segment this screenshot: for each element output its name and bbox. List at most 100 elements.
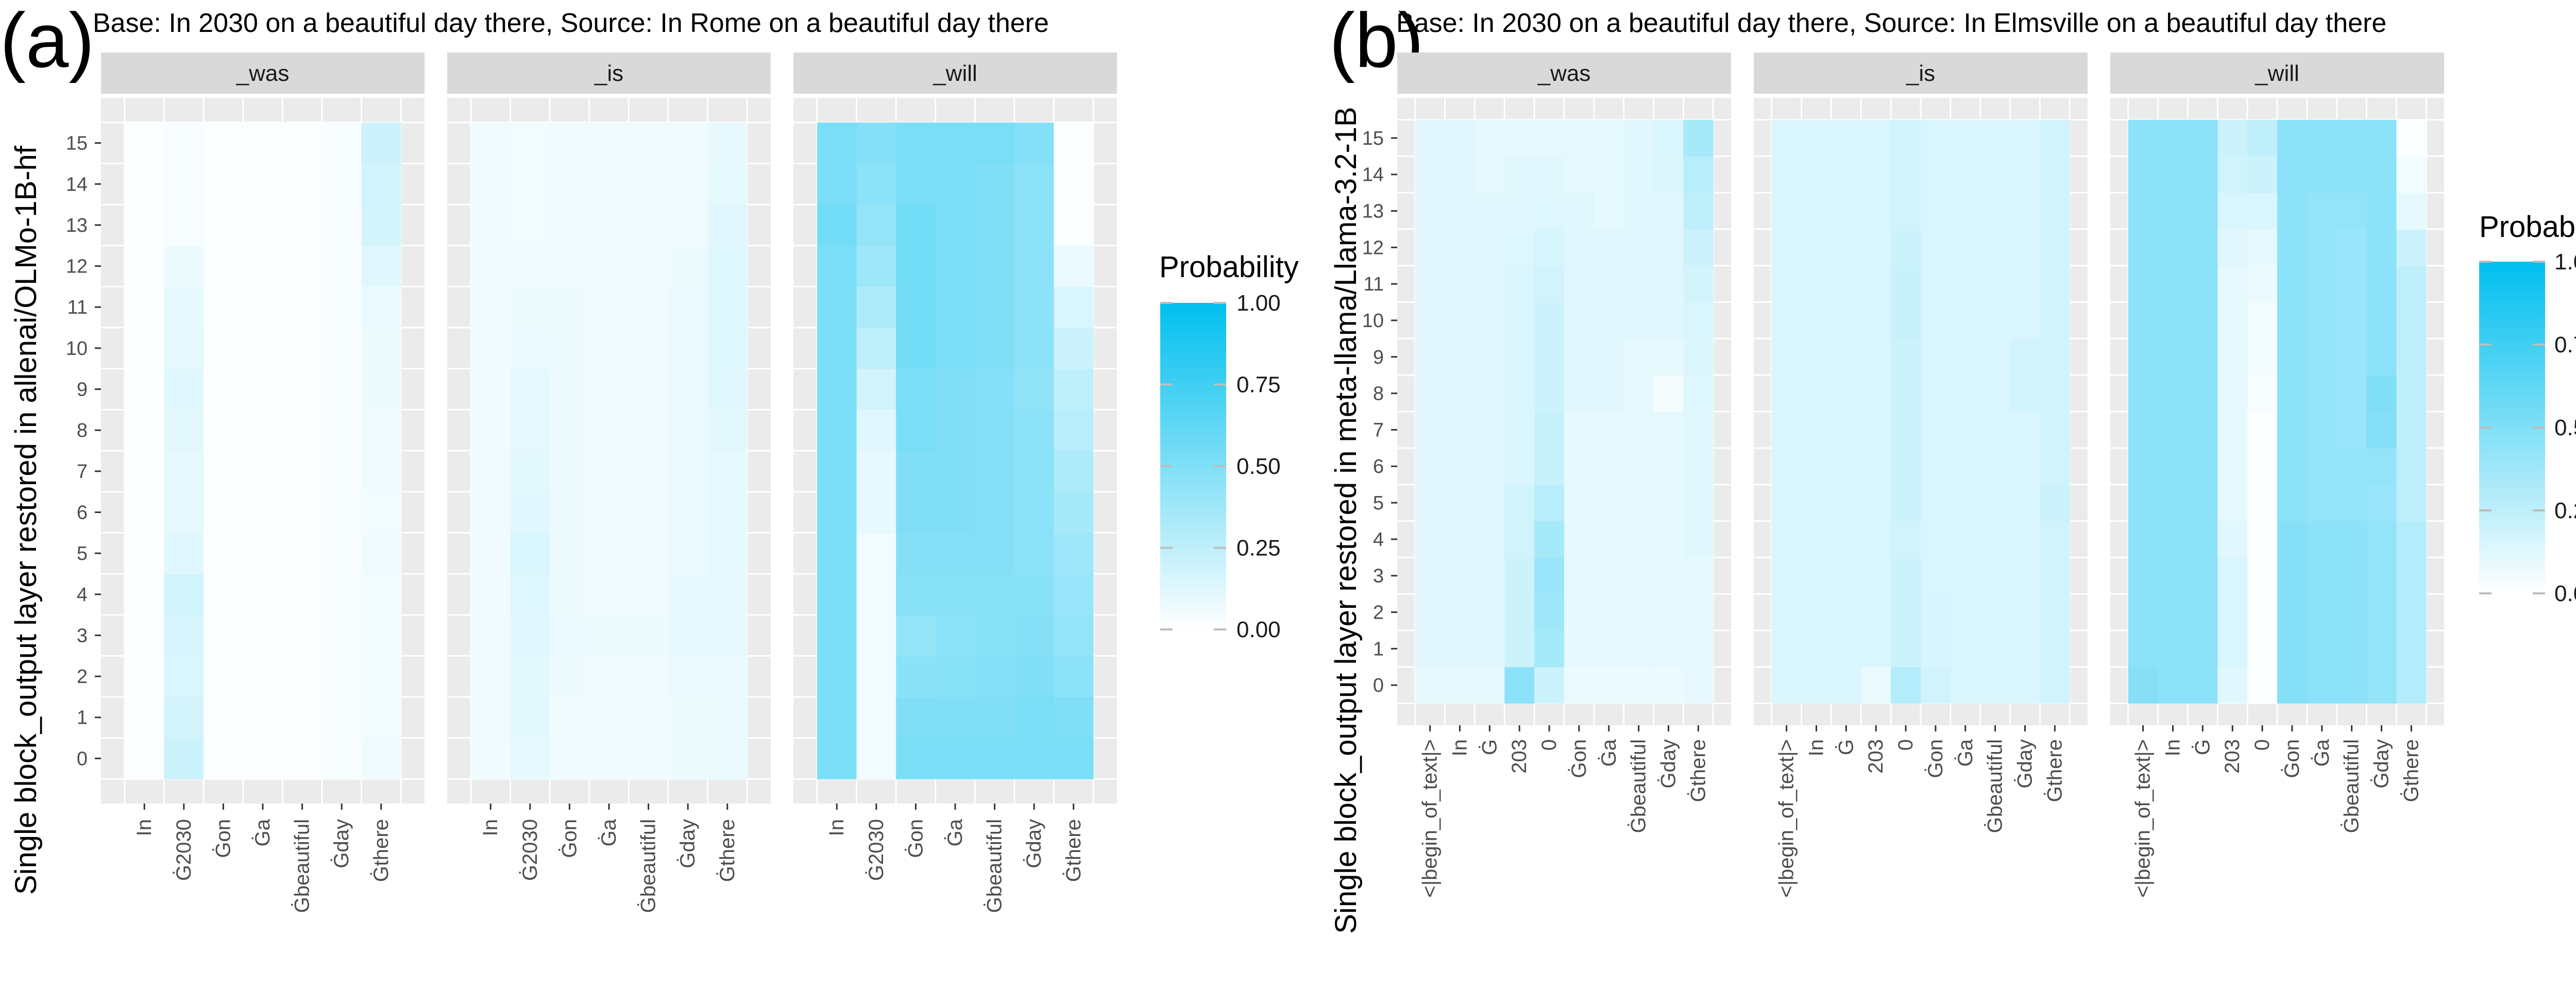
heatmap-cell — [1980, 557, 2011, 594]
x-tick-label: Ġon — [1567, 739, 1590, 778]
heatmap-cell — [1950, 521, 1981, 558]
heatmap-cell — [2247, 484, 2278, 522]
heatmap-cell — [589, 368, 629, 410]
heatmap-cell — [1683, 484, 1714, 522]
heatmap-cell — [2336, 338, 2367, 376]
heatmap-cell — [1831, 557, 1861, 594]
heatmap-cell — [282, 696, 323, 739]
heatmap-cell — [935, 245, 975, 287]
y-tick-label: 2 — [77, 666, 88, 688]
heatmap-cell — [2010, 521, 2041, 558]
heatmap-cell — [975, 122, 1015, 164]
heatmap-cell — [935, 286, 975, 328]
heatmap-cell — [321, 451, 362, 492]
heatmap-cell — [1014, 368, 1055, 410]
heatmap-cell — [1950, 667, 1981, 704]
heatmap-cell — [1504, 193, 1535, 230]
heatmap-cell — [2277, 302, 2308, 339]
heatmap-cell — [1054, 491, 1094, 533]
heatmap-cell — [896, 451, 936, 492]
legend-gradient-step — [2479, 499, 2545, 506]
heatmap-cell — [164, 573, 204, 616]
heatmap-cell — [282, 122, 323, 164]
heatmap-cell — [2188, 521, 2218, 558]
heatmap-cell — [1653, 302, 1684, 339]
heatmap-cell — [1014, 656, 1055, 697]
heatmap-cell — [817, 368, 857, 410]
heatmap-cell — [589, 163, 629, 205]
heatmap-cell — [629, 245, 669, 287]
heatmap-cell — [1683, 630, 1714, 668]
heatmap-cell — [1831, 120, 1861, 157]
heatmap-cell — [1653, 193, 1684, 230]
heatmap-cell — [1564, 302, 1595, 339]
heatmap-cell — [2188, 193, 2218, 230]
heatmap-cell — [1475, 229, 1505, 266]
legend-gradient-step — [2479, 516, 2545, 522]
heatmap-cell — [1564, 156, 1595, 193]
heatmap-cell — [1950, 265, 1981, 303]
heatmap-cell — [1801, 557, 1832, 594]
x-tick-label: Ġa — [2310, 739, 2333, 766]
heatmap-cell — [124, 204, 165, 246]
heatmap-cell — [629, 328, 669, 369]
heatmap-cell — [2188, 557, 2218, 594]
heatmap-cell — [707, 615, 748, 656]
y-tick-label: 10 — [66, 338, 88, 360]
heatmap-cell — [164, 368, 204, 410]
legend-gradient-step — [2479, 471, 2545, 478]
heatmap-cell — [2040, 667, 2070, 704]
heatmap-cell — [2217, 193, 2248, 230]
heatmap-cell — [1014, 328, 1055, 369]
heatmap-cell — [1594, 412, 1624, 449]
heatmap-cell — [1623, 557, 1654, 594]
x-tick-label: 203 — [1865, 739, 1887, 774]
heatmap-cell — [1054, 368, 1094, 410]
legend-gradient-step — [1160, 346, 1226, 352]
legend-tick-label: 0.50 — [1236, 454, 1281, 479]
facet-will: _will In Ġ2030 Ġon Ġa Ġbeautiful Ġday Ġthere — [793, 53, 1117, 913]
heatmap-cell — [1683, 412, 1714, 449]
heatmap-cell — [1653, 667, 1684, 704]
heatmap-cell — [668, 696, 708, 739]
heatmap-cell — [243, 573, 283, 616]
heatmap-cell — [2247, 265, 2278, 303]
heatmap-cell — [1475, 302, 1505, 339]
heatmap-cell — [2336, 193, 2367, 230]
heatmap-cell — [2158, 229, 2189, 266]
heatmap-cell — [817, 328, 857, 369]
y-tick-label: 7 — [1373, 419, 1384, 441]
heatmap-cell — [321, 738, 362, 779]
heatmap-cell — [1921, 594, 1951, 631]
x-tick-label: Ġa — [1954, 739, 1977, 766]
heatmap-cell — [1415, 302, 1446, 339]
heatmap-cell — [1623, 375, 1654, 412]
heatmap-cell — [707, 286, 748, 328]
y-tick-label: 12 — [1362, 237, 1384, 259]
heatmap-cell — [1653, 630, 1684, 668]
heatmap-cell — [550, 122, 590, 164]
heatmap-cell — [629, 451, 669, 492]
x-tick-label: Ġ2030 — [172, 819, 195, 881]
heatmap-cell — [1801, 521, 1832, 558]
heatmap-cell — [2396, 302, 2427, 339]
x-tick-label: <|begin_of_text|> — [1775, 739, 1798, 898]
heatmap-cell — [1415, 557, 1446, 594]
heatmap-cell — [1891, 120, 1921, 157]
heatmap-cell — [470, 738, 511, 779]
heatmap-cell — [2336, 375, 2367, 412]
heatmap-cell — [1891, 557, 1921, 594]
heatmap-cell — [975, 451, 1015, 492]
heatmap-cell — [2128, 229, 2159, 266]
heatmap-cell — [2040, 630, 2070, 668]
y-tick-label: 11 — [67, 297, 88, 318]
heatmap-cell — [589, 615, 629, 656]
heatmap-cell — [1054, 122, 1094, 164]
legend-gradient-step — [1160, 363, 1226, 369]
heatmap-cell — [1504, 120, 1535, 157]
heatmap-cell — [243, 696, 283, 739]
heatmap-cell — [1653, 120, 1684, 157]
heatmap-cell — [510, 204, 550, 246]
heatmap-cell — [1534, 302, 1565, 339]
x-tick-label: In — [479, 819, 502, 836]
